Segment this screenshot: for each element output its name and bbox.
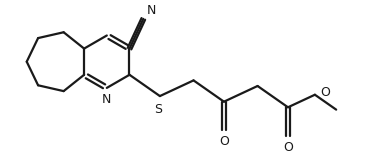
Text: O: O (283, 141, 293, 154)
Text: N: N (146, 4, 156, 17)
Text: N: N (102, 93, 112, 106)
Text: O: O (219, 135, 229, 148)
Text: S: S (154, 103, 162, 116)
Text: O: O (320, 86, 330, 99)
